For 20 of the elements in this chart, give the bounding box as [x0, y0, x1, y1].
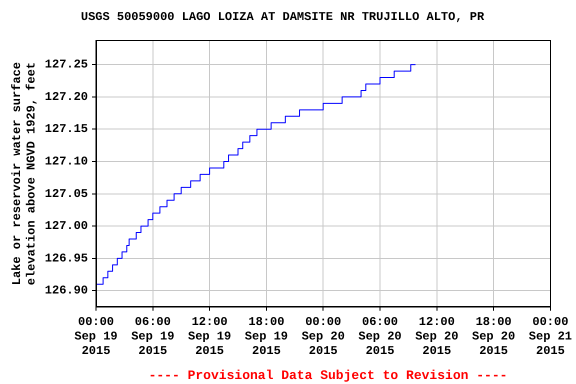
- x-tick-label: 18:00 Sep 19 2015: [244, 315, 288, 358]
- y-tick-label: 126.90: [44, 284, 88, 298]
- x-tick-label: 00:00 Sep 20 2015: [302, 315, 345, 358]
- chart-title: USGS 50059000 LAGO LOIZA AT DAMSITE NR TRUJILLO ALTO, PR: [80, 10, 485, 24]
- x-tick-label: 06:00 Sep 20 2015: [358, 315, 402, 358]
- x-tick-label: 00:00 Sep 21 2015: [528, 315, 572, 358]
- x-tick-label: 12:00 Sep 19 2015: [188, 315, 232, 358]
- y-tick-label: 127.05: [44, 186, 88, 201]
- y-tick-label: 126.95: [44, 251, 88, 266]
- y-tick-label: 127.15: [44, 122, 88, 136]
- x-tick-label: 00:00 Sep 19 2015: [74, 315, 118, 358]
- y-tick-label: 127.10: [44, 154, 88, 169]
- y-tick-label: 127.00: [44, 219, 88, 234]
- y-axis-title: Lake or reservoir water surface elevation above NGVD 1929, feet: [10, 62, 39, 286]
- x-tick-label: 12:00 Sep 20 2015: [415, 315, 458, 358]
- y-tick-label: 127.20: [44, 90, 88, 104]
- x-tick-label: 06:00 Sep 19 2015: [131, 315, 174, 358]
- text: ---- Provisional Data Subject to Revision ----: [148, 368, 508, 383]
- y-tick-label: 127.25: [44, 58, 88, 72]
- x-tick-label: 18:00 Sep 20 2015: [472, 315, 516, 358]
